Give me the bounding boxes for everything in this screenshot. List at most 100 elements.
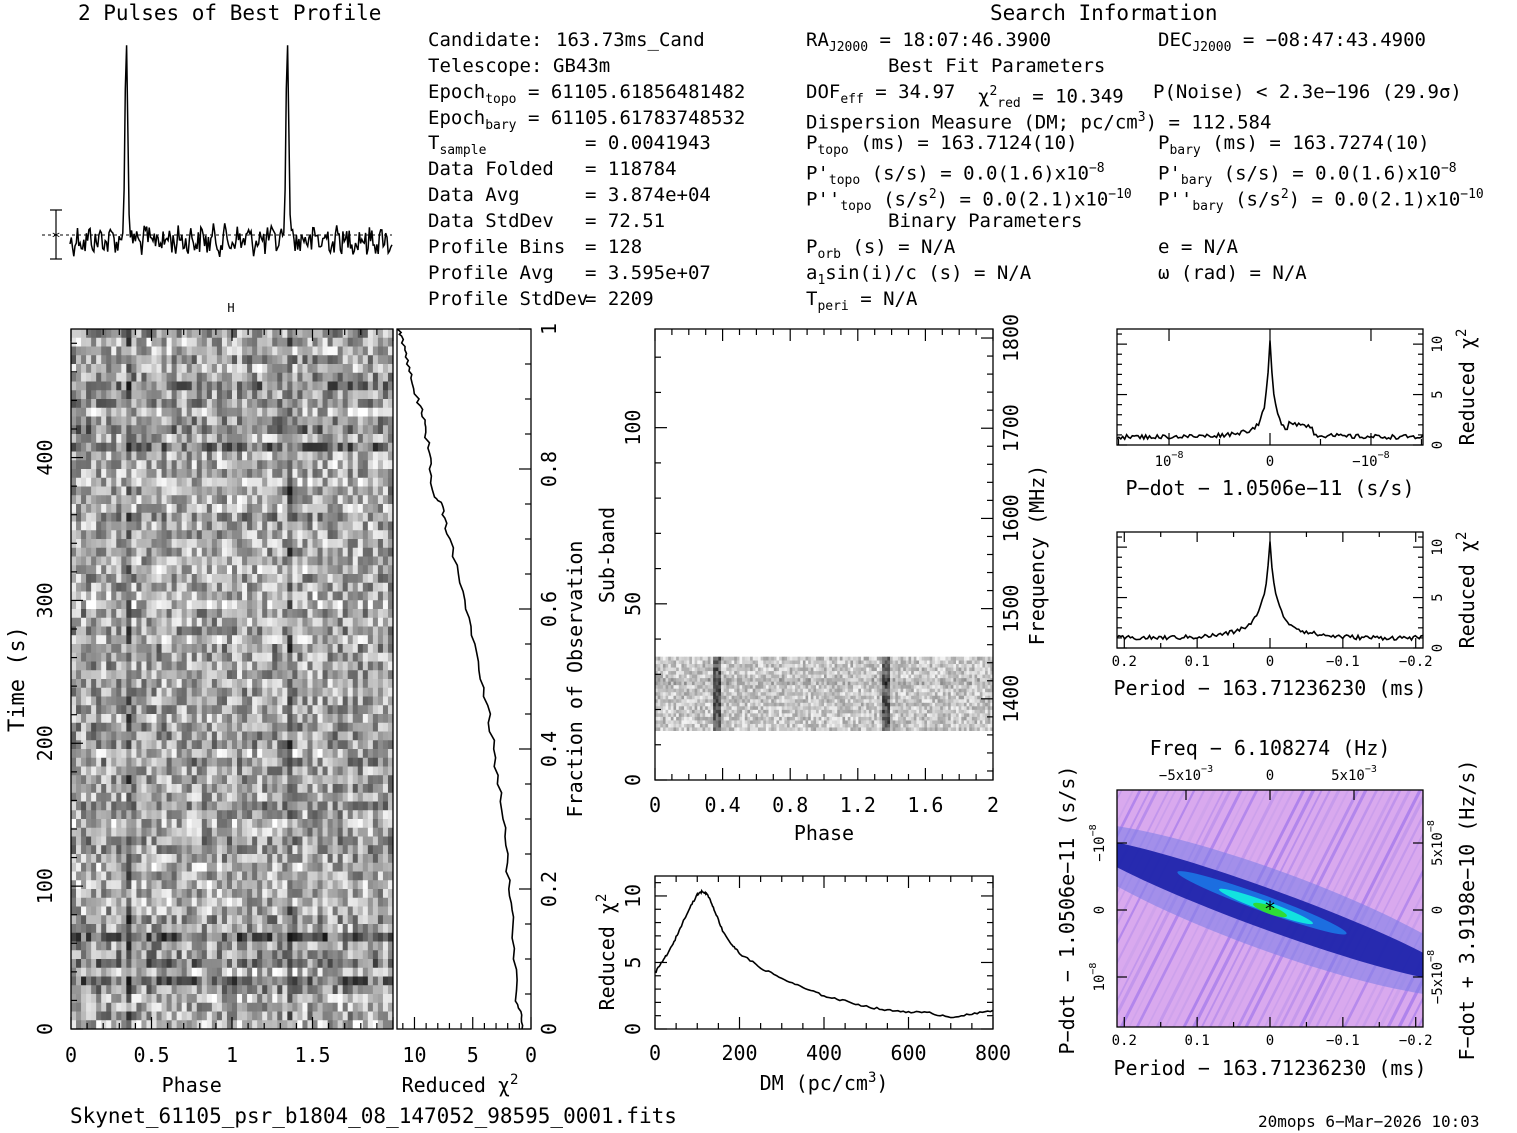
time-phase-cell (156, 442, 162, 452)
time-phase-cell (377, 617, 384, 627)
time-phase-cell (171, 915, 178, 925)
time-phase-cell (342, 547, 349, 557)
time-phase-cell (237, 705, 243, 715)
time-phase-cell (126, 477, 132, 487)
time-phase-cell (267, 329, 273, 339)
time-phase-cell (277, 792, 283, 802)
time-phase-cell (171, 932, 178, 942)
time-phase-cell (377, 967, 384, 977)
time-phase-cell (332, 477, 339, 487)
time-phase-cell (221, 749, 228, 759)
time-phase-cell (201, 530, 208, 540)
time-phase-cell (232, 635, 238, 645)
time-phase-cell (116, 504, 122, 514)
time-phase-cell (232, 950, 238, 960)
time-phase-cell (181, 976, 188, 986)
time-phase-cell (327, 801, 334, 811)
time-phase-cell (171, 792, 178, 802)
time-phase-cell (382, 889, 389, 899)
time-phase-cell (282, 967, 288, 977)
time-phase-cell (387, 530, 394, 540)
time-phase-cell (81, 355, 87, 365)
time-phase-cell (76, 609, 82, 619)
profile-title: 2 Pulses of Best Profile (78, 1, 382, 25)
time-phase-cell (146, 355, 152, 365)
time-phase-cell (352, 539, 359, 549)
time-phase-cell (171, 512, 178, 522)
time-phase-cell (302, 731, 308, 741)
time-phase-cell (277, 512, 283, 522)
time-phase-cell (342, 609, 349, 619)
time-phase-cell (106, 329, 112, 339)
time-phase-cell (121, 574, 127, 584)
time-phase-cell (317, 967, 323, 977)
time-phase-cell (71, 346, 77, 356)
time-phase-cell (191, 407, 198, 417)
time-phase-cell (221, 959, 228, 969)
time-phase-cell (86, 810, 92, 820)
time-phase-cell (116, 661, 122, 671)
time-phase-cell (282, 740, 288, 750)
time-phase-cell (211, 512, 218, 522)
time-phase-cell (181, 574, 188, 584)
time-phase-cell (242, 434, 248, 444)
time-phase-cell (362, 346, 369, 356)
time-phase-cell (146, 486, 152, 496)
time-phase-cell (201, 924, 208, 934)
time-phase-cell (106, 775, 112, 785)
time-phase-cell (121, 819, 127, 829)
time-phase-cell (81, 792, 87, 802)
time-phase-cell (267, 906, 273, 916)
time-phase-cell (262, 792, 268, 802)
time-phase-cell (262, 915, 268, 925)
time-phase-cell (126, 801, 132, 811)
time-phase-cell (252, 705, 258, 715)
time-phase-cell (387, 679, 394, 689)
time-phase-cell (242, 731, 248, 741)
time-phase-cell (292, 495, 298, 505)
pnoise: P(Noise) < 2.3e−196 (29.9σ) (1153, 81, 1462, 103)
time-phase-cell (166, 355, 173, 365)
time-phase-cell (186, 521, 193, 531)
time-phase-cell (136, 915, 142, 925)
time-phase-cell (221, 626, 228, 636)
time-phase-cell (71, 574, 77, 584)
time-phase-cell (131, 416, 137, 426)
time-phase-cell (131, 1002, 137, 1012)
time-phase-cell (337, 644, 344, 654)
time-phase-cell (171, 381, 178, 391)
time-phase-cell (161, 460, 167, 470)
time-phase-cell (71, 609, 77, 619)
time-phase-cell (116, 512, 122, 522)
time-phase-cell (327, 635, 334, 645)
time-phase-cell (156, 784, 162, 794)
time-phase-cell (141, 722, 147, 732)
time-phase-cell (226, 364, 233, 374)
time-phase-cell (186, 967, 193, 977)
time-phase-cell (221, 539, 228, 549)
time-phase-cell (237, 434, 243, 444)
time-phase-cell (206, 390, 213, 400)
time-phase-cell (232, 644, 238, 654)
time-phase-cell (277, 819, 283, 829)
time-phase-cell (252, 644, 258, 654)
time-phase-cell (141, 574, 147, 584)
time-phase-cell (282, 775, 288, 785)
time-phase-cell (171, 652, 178, 662)
time-phase-cell (242, 364, 248, 374)
time-phase-cell (352, 329, 359, 339)
time-phase-cell (176, 941, 183, 951)
time-phase-cell (252, 757, 258, 767)
time-phase-cell (372, 372, 379, 382)
time-phase-cell (156, 792, 162, 802)
time-phase-cell (126, 950, 132, 960)
time-phase-cell (141, 512, 147, 522)
time-phase-cell (196, 889, 203, 899)
time-phase-cell (146, 390, 152, 400)
time-phase-cell (126, 915, 132, 925)
time-phase-cell (201, 635, 208, 645)
time-phase-cell (141, 617, 147, 627)
time-phase-cell (126, 696, 132, 706)
time-phase-cell (166, 994, 173, 1004)
time-phase-cell (252, 810, 258, 820)
